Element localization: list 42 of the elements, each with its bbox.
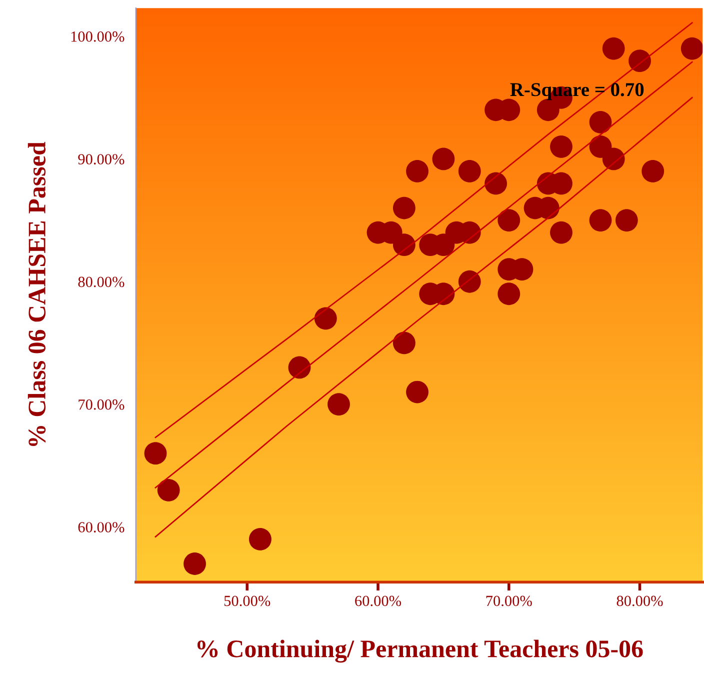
- point: [484, 172, 507, 195]
- point: [628, 50, 651, 72]
- y-axis-title: % Class 06 CAHSEE Passed: [28, 142, 46, 446]
- point: [498, 282, 520, 306]
- y-tick-label: 100.00%: [71, 31, 124, 42]
- point: [392, 234, 416, 256]
- x-tick-label: 60.00%: [355, 596, 402, 606]
- x-tick-label: 50.00%: [224, 596, 270, 606]
- point: [642, 160, 664, 182]
- x-axis-title: % Continuing/ Permanent Teachers 05-06: [197, 640, 643, 663]
- point: [288, 356, 311, 379]
- point: [550, 135, 572, 158]
- line-series: [154, 61, 693, 488]
- x-tick-label: 70.00%: [486, 596, 532, 606]
- point: [458, 160, 481, 182]
- point: [184, 552, 206, 575]
- point: [615, 209, 638, 232]
- point: [249, 528, 272, 550]
- point: [550, 221, 572, 244]
- point: [314, 307, 337, 330]
- point: [406, 160, 428, 182]
- point: [406, 380, 428, 404]
- point: [680, 37, 703, 60]
- y-tick-label: 80.00%: [78, 276, 124, 288]
- y-tick-label: 60.00%: [78, 522, 124, 532]
- point: [589, 209, 612, 232]
- x-tick-label: 80.00%: [616, 596, 663, 606]
- line-series: [154, 22, 693, 438]
- point: [157, 478, 180, 502]
- point: [589, 110, 612, 134]
- point: [144, 442, 167, 465]
- point: [602, 148, 625, 170]
- point: [328, 393, 350, 416]
- y-tick-label: 90.00%: [78, 154, 124, 164]
- point: [432, 148, 455, 170]
- y-tick-label: 70.00%: [78, 399, 124, 410]
- point: [458, 270, 481, 293]
- annotation: R-Square = 0.70: [510, 83, 644, 100]
- point: [392, 332, 416, 354]
- point: [392, 196, 416, 220]
- point: [602, 37, 625, 60]
- point: [498, 209, 520, 232]
